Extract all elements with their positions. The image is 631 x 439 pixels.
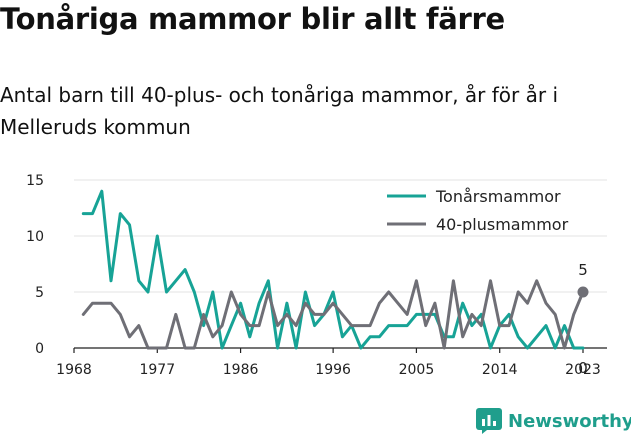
- x-tick-label: 2014: [482, 362, 518, 378]
- axes: 0 5 10 15 1968 1977 1986 1996 2005 2014 2023: [26, 173, 607, 378]
- x-tick-label: 1977: [139, 362, 175, 378]
- end-value-label: 5: [578, 261, 588, 279]
- y-tick-label: 10: [26, 229, 44, 245]
- legend-label: 40-plusmammor: [436, 215, 569, 234]
- chart-subtitle: Antal barn till 40-plus- och tonåriga ma…: [0, 83, 559, 139]
- x-tick-label: 1996: [315, 362, 351, 378]
- series-line-40-plusmammor: [81, 279, 585, 350]
- y-tick-label: 15: [26, 173, 44, 189]
- end-point-marker: [577, 286, 589, 298]
- legend: Tonårsmammor 40-plusmammor: [387, 187, 569, 234]
- legend-label: Tonårsmammor: [435, 187, 561, 206]
- chart-title: Tonåriga mammor blir allt färre: [0, 2, 505, 36]
- brand-name: Newsworthy: [508, 410, 631, 432]
- newsworthy-logo-icon: [476, 408, 502, 434]
- series-layer: [81, 189, 585, 350]
- y-tick-label: 0: [35, 341, 44, 357]
- end-labels: 50: [577, 261, 589, 377]
- brand-logo: Newsworthy: [476, 408, 631, 434]
- end-value-label: 0: [578, 359, 588, 377]
- x-tick-label: 2005: [399, 362, 435, 378]
- x-tick-label: 2023: [565, 362, 601, 378]
- x-tick-label: 1968: [56, 362, 92, 378]
- y-tick-label: 5: [35, 285, 44, 301]
- x-tick-label: 1986: [223, 362, 259, 378]
